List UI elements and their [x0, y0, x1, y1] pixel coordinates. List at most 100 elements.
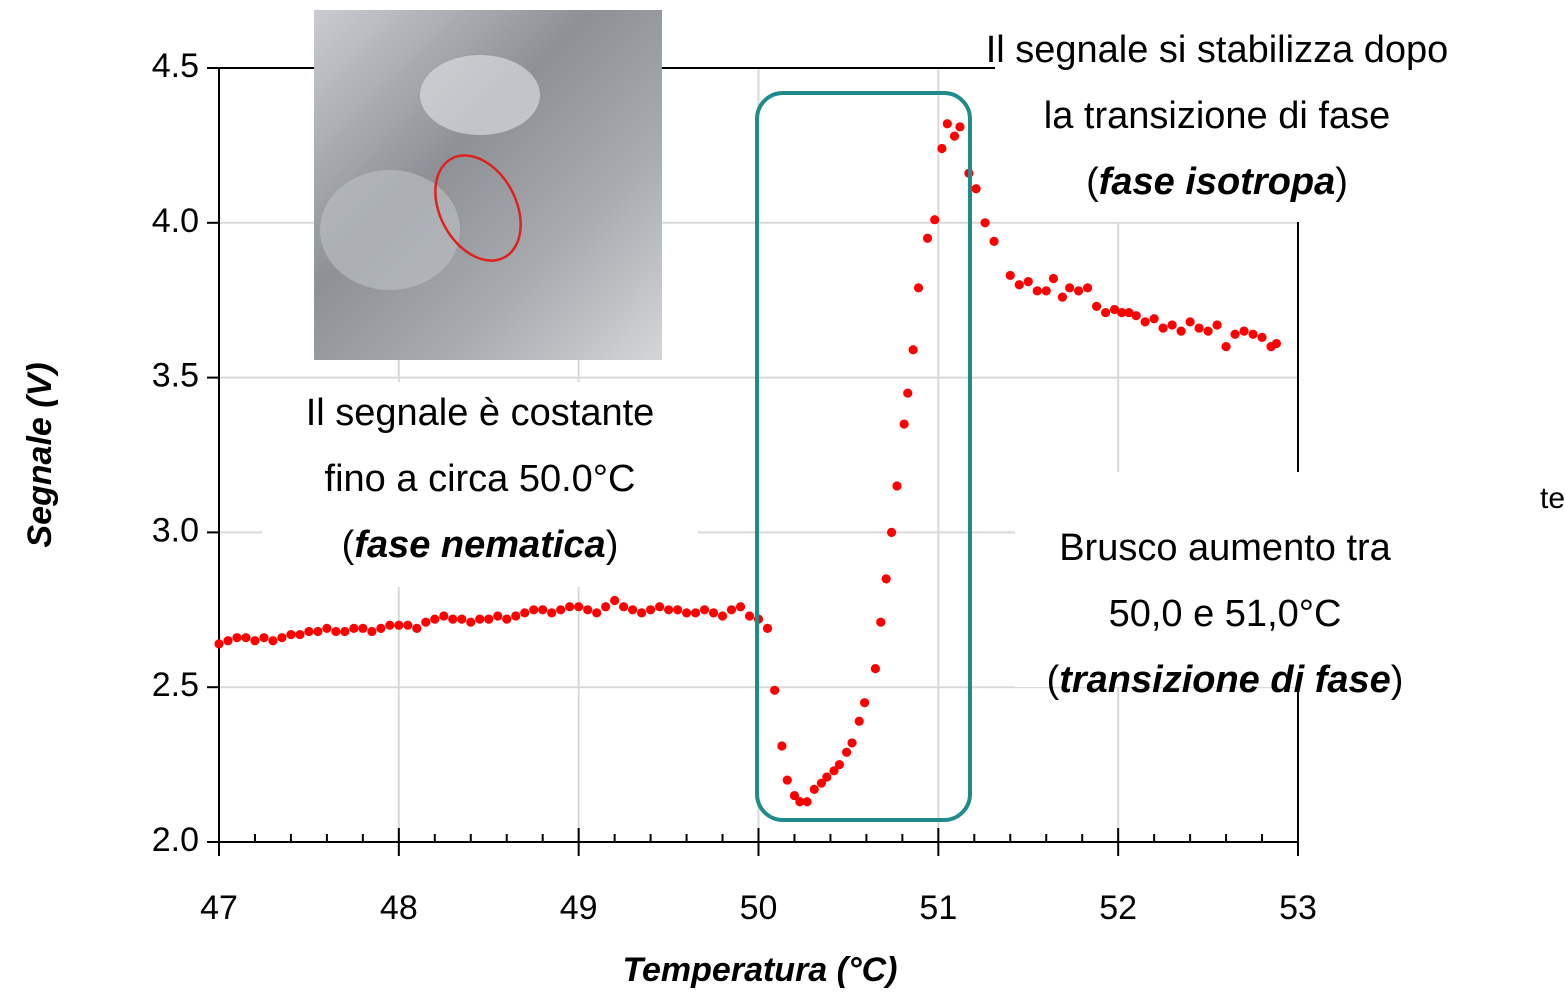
data-point	[847, 738, 857, 748]
data-point	[1091, 301, 1102, 311]
data-point	[313, 626, 323, 637]
annotation-line: Brusco aumento tra	[1059, 527, 1391, 569]
y-tick-label: 4.0	[152, 202, 199, 240]
data-point	[358, 623, 368, 633]
data-point	[1041, 286, 1051, 296]
data-point	[942, 119, 952, 129]
data-point	[304, 626, 314, 637]
data-point	[1221, 342, 1231, 352]
points	[214, 119, 1282, 807]
data-point	[367, 626, 377, 637]
data-point	[295, 629, 305, 640]
data-point	[574, 602, 584, 612]
data-point	[412, 623, 422, 633]
annotation-line: Il segnale si stabilizza dopo	[986, 29, 1449, 71]
data-point	[989, 236, 999, 246]
data-point	[937, 143, 947, 154]
data-point	[913, 283, 924, 293]
labels: 47 48 49 50 51 52 53 2.0 2.5 3.0 3.5 4.0 4.5 Temperat…	[21, 22, 1565, 989]
data-point	[439, 611, 449, 621]
data-point	[681, 608, 692, 618]
data-point	[1185, 317, 1195, 327]
annotation-line: fino a circa 50.0°C	[325, 458, 636, 500]
data-point	[717, 611, 728, 621]
data-point	[376, 623, 386, 633]
data-point	[870, 664, 880, 674]
annotation-paren: (	[1086, 161, 1099, 203]
data-point	[475, 614, 485, 624]
data-point	[232, 633, 242, 643]
data-point	[829, 766, 839, 776]
annotation-emphasis: fase isotropa	[1099, 161, 1336, 203]
side-text: te	[1540, 482, 1565, 515]
data-point	[394, 620, 404, 630]
data-point	[1239, 326, 1249, 336]
data-point	[949, 131, 960, 141]
data-point	[1005, 270, 1015, 281]
x-tick-label: 48	[380, 889, 418, 927]
data-point	[322, 623, 332, 633]
data-point	[672, 605, 683, 615]
data-point	[214, 639, 224, 649]
data-point	[349, 623, 359, 633]
data-point	[1149, 314, 1159, 324]
data-point	[881, 574, 891, 584]
data-point	[1032, 286, 1042, 296]
data-point	[547, 608, 557, 618]
data-point	[908, 345, 918, 355]
annotation-paren: )	[1335, 161, 1348, 203]
data-point	[601, 602, 611, 612]
data-point	[619, 602, 629, 612]
data-point	[834, 760, 845, 770]
data-point	[777, 741, 787, 751]
data-point	[556, 605, 566, 615]
data-point	[241, 633, 251, 643]
x-tick-label: 52	[1099, 889, 1137, 927]
data-point	[1074, 286, 1084, 296]
data-point	[637, 608, 647, 618]
data-point	[448, 614, 458, 624]
data-point	[1194, 323, 1204, 333]
data-point	[854, 716, 864, 726]
x-axis-title: Temperatura (°C)	[623, 951, 898, 989]
data-point	[430, 614, 440, 624]
data-point	[223, 636, 233, 646]
data-point	[708, 608, 719, 618]
photo-detail	[420, 55, 540, 135]
data-point	[1082, 283, 1093, 293]
data-point	[802, 797, 812, 807]
data-point	[403, 620, 413, 630]
transition-box	[755, 91, 972, 822]
y-axis-title: Segnale (V)	[21, 362, 59, 547]
data-point	[860, 698, 870, 708]
x-tick-label: 49	[560, 889, 598, 927]
data-point	[511, 611, 521, 621]
y-tick-label: 3.5	[152, 357, 199, 395]
annotation-line: 50,0 e 51,0°C	[1109, 593, 1342, 635]
annotation-emphasis: transizione di fase	[1059, 659, 1391, 701]
data-point	[876, 617, 886, 627]
data-point	[538, 605, 548, 615]
data-point	[565, 602, 575, 612]
data-point	[690, 608, 701, 618]
data-point	[789, 790, 800, 801]
data-point	[385, 620, 395, 630]
data-point	[782, 775, 792, 785]
annotation-paren: )	[1391, 659, 1404, 701]
data-point	[466, 617, 476, 627]
data-point	[1230, 329, 1240, 339]
data-point	[726, 605, 737, 615]
data-point	[809, 784, 819, 794]
data-point	[903, 388, 913, 398]
x-tick-label: 50	[740, 889, 778, 927]
data-point	[744, 611, 755, 621]
annotation-paren: (	[1047, 659, 1060, 701]
annotation-line: (fase isotropa)	[1086, 161, 1348, 203]
data-point	[930, 215, 940, 225]
x-tick-label: 47	[200, 889, 238, 927]
data-point	[1048, 273, 1059, 284]
annotation-paren: )	[606, 524, 619, 566]
data-point	[822, 772, 832, 782]
data-point	[484, 614, 494, 624]
